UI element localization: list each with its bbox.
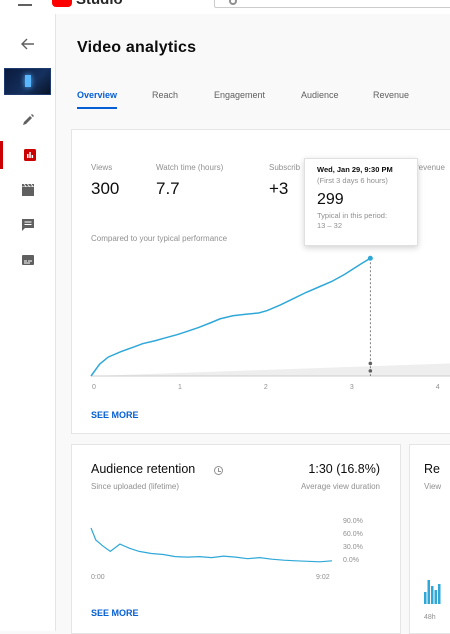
page-title: Video analytics [77,39,197,56]
hamburger-menu-icon[interactable] [18,0,32,6]
back-arrow-icon [21,38,34,50]
x-tick-label: 4 [436,384,440,391]
y-tick-label: 60.0% [343,531,363,538]
tab-reach[interactable]: Reach [152,90,179,100]
comment-icon [22,219,34,231]
audience-retention-card: Audience retention 1:30 (16.8%) Since up… [71,444,401,634]
tab-engagement[interactable]: Engagement [214,90,266,100]
subscribers-value: +3 [269,179,289,198]
sidebar-item-subtitles[interactable] [0,246,56,274]
x-tick-label: 9:02 [316,574,330,581]
info-icon[interactable] [214,466,223,475]
subscribers-label: Subscrib [269,163,301,172]
overview-card: Views 300 Watch time (hours) 7.7 Subscri… [71,129,450,434]
back-button[interactable] [0,30,56,58]
sidebar-item-analytics[interactable] [0,141,56,169]
realtime-card: Re View 48h [409,444,450,634]
typical-low-marker [368,369,373,373]
average-view-duration-label: Average view duration [300,482,380,491]
typical-performance-band [91,363,450,376]
subtitles-icon [22,255,34,265]
top-bar: Studio [0,0,450,14]
analytics-icon [23,149,36,161]
tooltip-typical-label: Typical in this period: [317,211,388,220]
see-more-link[interactable]: SEE MORE [91,410,139,420]
y-tick-label: 0.0% [343,557,359,564]
y-tick-label: 90.0% [343,518,363,525]
views-series-line [90,257,371,377]
main-content: Video analytics Overview Reach Engagemen… [57,14,450,634]
video-thumbnail[interactable] [4,68,51,95]
sidebar-item-comments[interactable] [0,211,56,239]
tooltip-value: 299 [317,191,344,208]
typical-high-marker [368,361,373,366]
pencil-icon [23,114,34,125]
retention-title: Audience retention [91,462,196,476]
revenue-label: revenue [416,163,445,172]
x-tick-label: 0 [92,384,96,391]
realtime-title: Re [424,462,440,476]
realtime-bars [424,580,441,604]
tooltip-period: (First 3 days 6 hours) [317,176,388,185]
tab-overview[interactable]: Overview [77,90,118,109]
tooltip-typical-range: 13 – 32 [317,221,343,230]
tab-audience[interactable]: Audience [301,90,339,100]
views-label: Views [91,163,113,172]
sidebar [0,14,56,631]
x-tick-label: 0:00 [91,574,105,581]
search-input[interactable] [214,0,450,8]
x-tick-label: 1 [178,384,182,391]
realtime-footer: 48h [424,614,436,621]
comparison-caption: Compared to your typical performance [91,234,228,243]
search-icon [229,0,237,5]
average-view-duration-value: 1:30 (16.8%) [308,462,380,476]
views-chart: 0 1 2 3 4 [90,255,450,391]
sidebar-item-details[interactable] [0,106,56,134]
tab-revenue[interactable]: Revenue [373,90,410,100]
watch-time-label: Watch time (hours) [156,163,224,172]
y-tick-label: 30.0% [343,544,363,551]
retention-series-line [90,527,333,563]
realtime-subtitle: View [424,482,442,491]
retention-see-more-link[interactable]: SEE MORE [91,608,139,618]
x-tick-label: 2 [264,384,268,391]
watch-time-value: 7.7 [156,179,180,198]
chart-tooltip: Wed, Jan 29, 9:30 PM (First 3 days 6 hou… [304,158,418,246]
tooltip-date: Wed, Jan 29, 9:30 PM [317,165,393,174]
x-tick-label: 3 [350,384,354,391]
retention-subtitle: Since uploaded (lifetime) [91,482,180,491]
clapperboard-icon [22,183,34,196]
studio-brand-label: Studio [76,0,123,8]
analytics-tabs: Overview Reach Engagement Audience Reven… [77,90,450,120]
youtube-logo-icon[interactable] [52,0,72,7]
retention-chart: 90.0% 60.0% 30.0% 0.0% 0:00 9:02 [90,518,363,581]
sidebar-item-editor[interactable] [0,176,56,204]
hover-point [367,255,373,261]
views-value: 300 [91,179,120,198]
